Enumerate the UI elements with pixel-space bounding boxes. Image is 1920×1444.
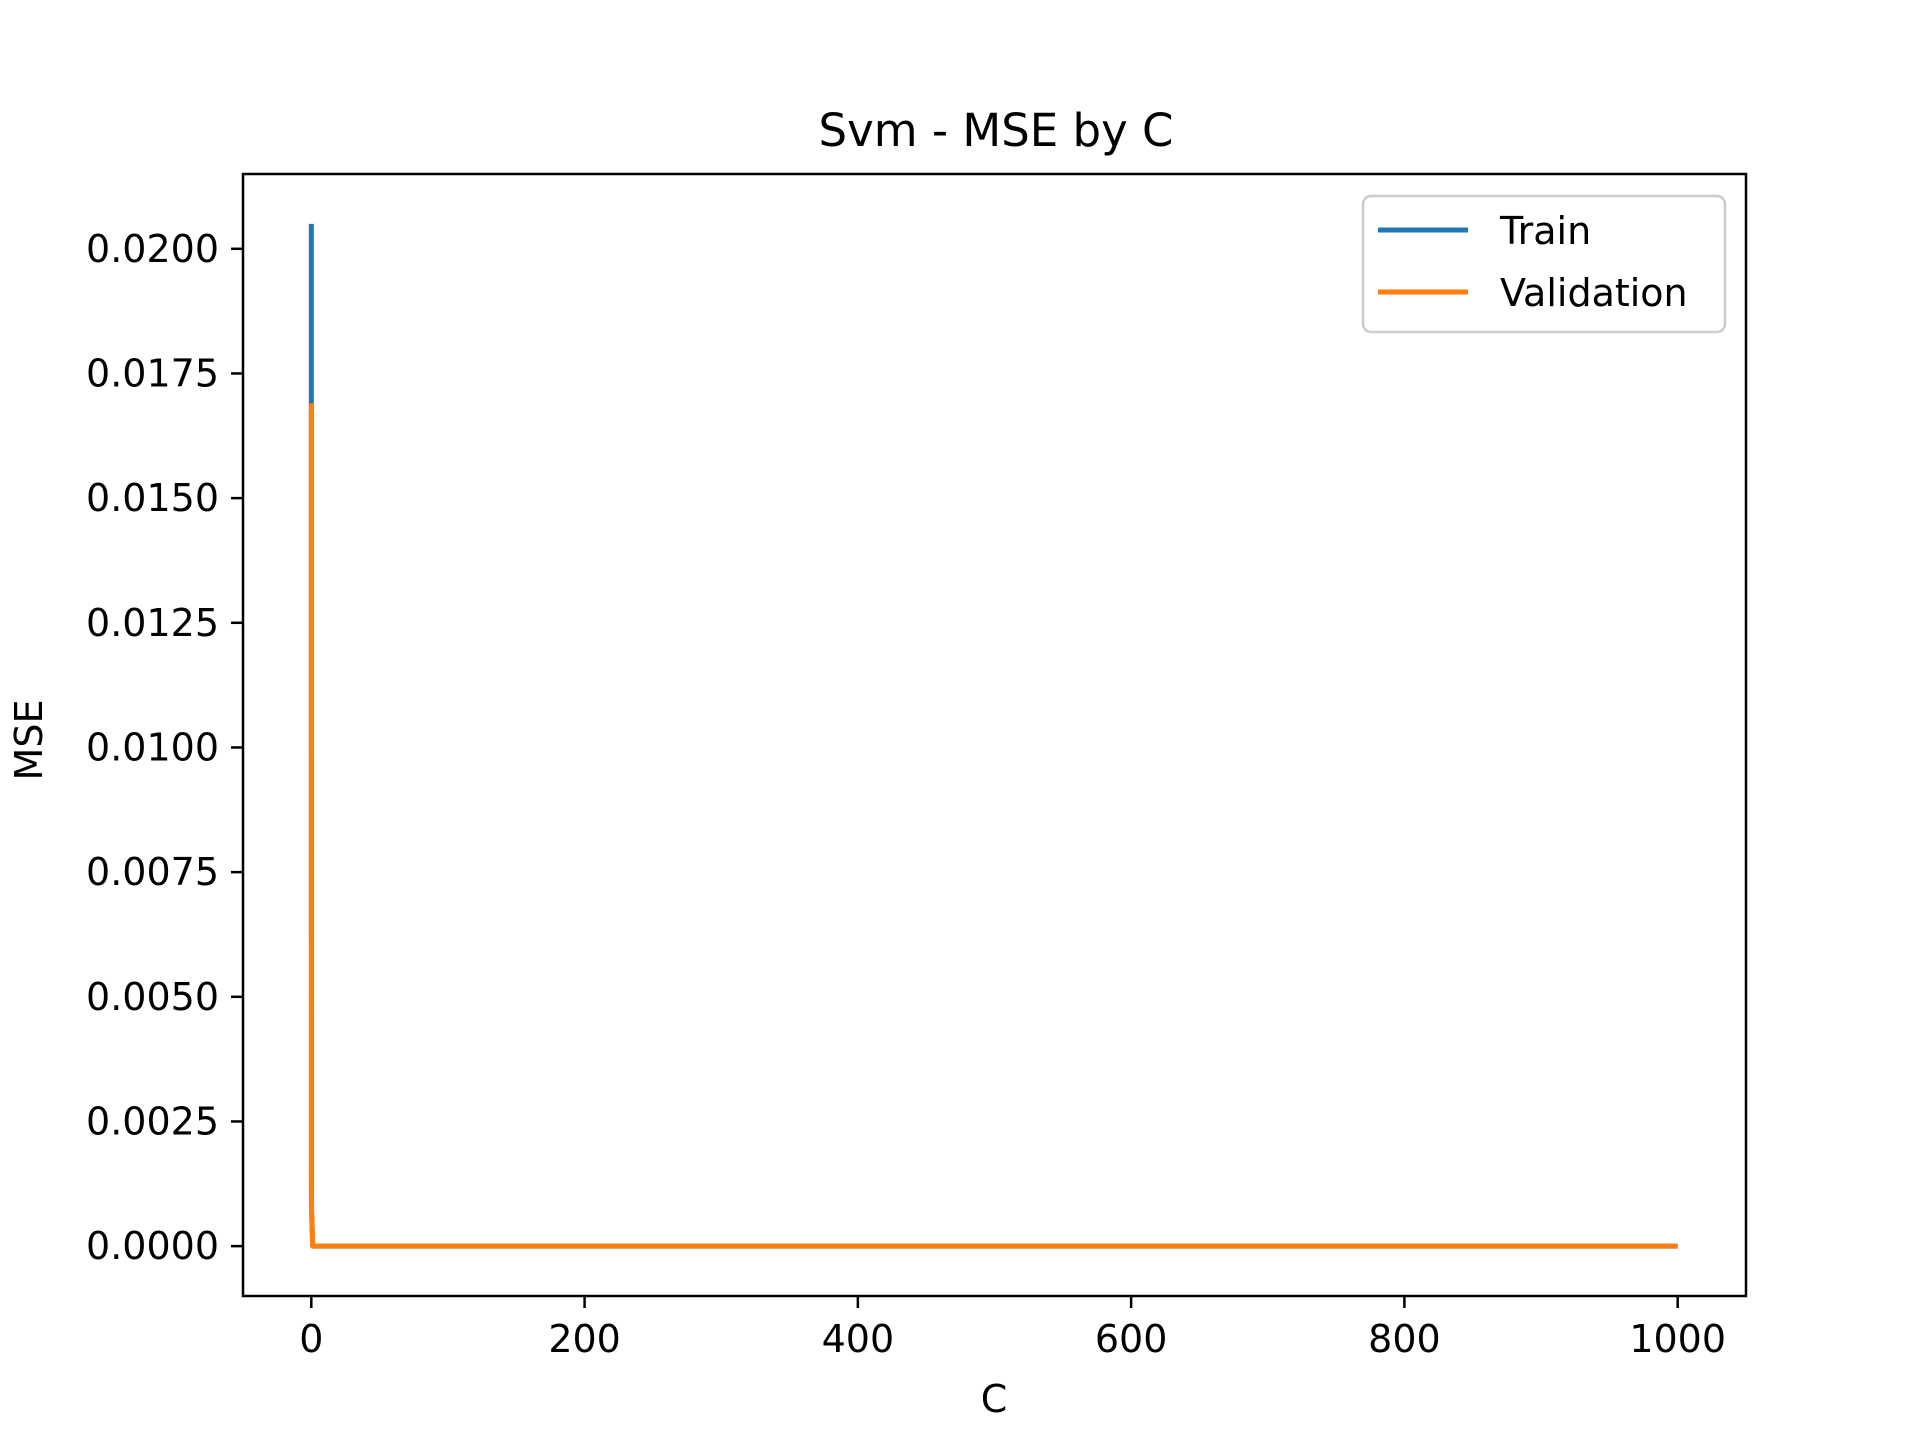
y-tick-label: 0.0175 (86, 351, 219, 395)
y-tick-label: 0.0125 (86, 601, 219, 645)
legend: Train Validation (1361, 194, 1727, 334)
series-line-train (308, 223, 1678, 1249)
x-tick-label: 600 (1095, 1317, 1168, 1361)
y-tick-label: 0.0050 (86, 975, 219, 1019)
x-tick-label: 200 (548, 1317, 621, 1361)
y-axis-ticks: 0.0000 0.0025 0.0050 0.0075 0.0100 0.0125 0.01… (86, 227, 243, 1268)
y-axis-label: MSE (7, 700, 51, 781)
x-axis-ticks: 0 200 400 600 800 1000 (299, 1296, 1726, 1361)
plot-frame (241, 172, 1748, 1298)
x-axis-label: C (981, 1377, 1008, 1421)
y-tick-label: 0.0200 (86, 227, 219, 271)
legend-label-train: Train (1499, 209, 1591, 253)
y-tick-label: 0.0075 (86, 850, 219, 894)
x-tick-label: 1000 (1629, 1317, 1726, 1361)
series-line-validation (308, 403, 1678, 1249)
x-tick-label: 0 (299, 1317, 323, 1361)
chart-title: Svm - MSE by C (819, 104, 1174, 157)
legend-label-validation: Validation (1500, 271, 1688, 315)
plot-lines (308, 223, 1678, 1249)
y-tick-label: 0.0000 (86, 1224, 219, 1268)
x-tick-label: 400 (822, 1317, 895, 1361)
y-tick-label: 0.0100 (86, 725, 219, 769)
y-tick-label: 0.0150 (86, 476, 219, 520)
y-tick-label: 0.0025 (86, 1099, 219, 1143)
x-tick-label: 800 (1368, 1317, 1441, 1361)
